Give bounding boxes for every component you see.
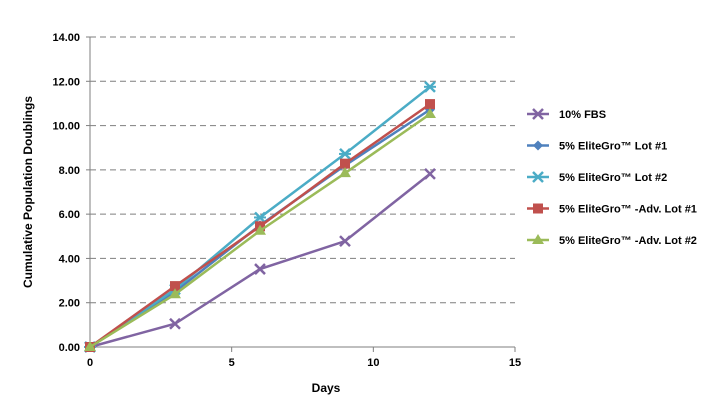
data-point-0-4 bbox=[424, 167, 436, 180]
x-axis-title: Days bbox=[312, 381, 341, 395]
data-point-3-3 bbox=[340, 158, 350, 169]
legend-item-3: 5% EliteGro™ -Adv. Lot #1 bbox=[527, 203, 697, 216]
series-line-0 bbox=[89, 172, 431, 349]
data-point-3-4 bbox=[425, 99, 435, 110]
y-axis-title: Cumulative Population Doublings bbox=[21, 96, 35, 288]
legend-item-4: 5% EliteGro™ -Adv. Lot #2 bbox=[527, 234, 697, 247]
data-point-0-3 bbox=[339, 235, 351, 248]
x-tick-label-1: 5 bbox=[229, 357, 235, 369]
axes: 0.00 2.00 4.00 6.00 8.00 10.00 12.00 14.00 0 5 10 1… bbox=[52, 32, 521, 369]
x-tick-label-3: 15 bbox=[509, 357, 521, 369]
legend-label-1: 5% EliteGro™ Lot #1 bbox=[559, 141, 667, 153]
series-0 bbox=[84, 167, 436, 353]
legend-label-2: 5% EliteGro™ Lot #2 bbox=[559, 172, 667, 184]
legend-label-3: 5% EliteGro™ -Adv. Lot #1 bbox=[559, 204, 697, 216]
data-point-4-2 bbox=[254, 224, 266, 235]
data-point-3-1 bbox=[170, 281, 180, 292]
data-point-4-3 bbox=[339, 167, 351, 178]
data-point-4-4 bbox=[424, 108, 436, 119]
series-4 bbox=[84, 108, 436, 351]
data-point-4-1 bbox=[169, 288, 181, 299]
legend-item-1: 5% EliteGro™ Lot #1 bbox=[527, 140, 667, 153]
legend-marker-0 bbox=[532, 108, 544, 120]
legend-label-0: 10% FBS bbox=[559, 109, 606, 121]
data-point-2-3 bbox=[339, 148, 351, 160]
y-tick-label-5: 10.00 bbox=[52, 121, 80, 133]
x-tick-label-0: 0 bbox=[87, 357, 93, 369]
data-point-0-2 bbox=[254, 263, 266, 275]
y-tick-label-6: 12.00 bbox=[52, 76, 80, 88]
x-tick-label-2: 10 bbox=[367, 357, 379, 369]
y-tick-label-7: 14.00 bbox=[52, 32, 80, 44]
legend-marker-1 bbox=[533, 140, 543, 151]
legend-marker-4 bbox=[532, 234, 544, 244]
y-tick-label-0: 0.00 bbox=[59, 342, 80, 354]
y-tick-label-1: 2.00 bbox=[59, 298, 80, 310]
gridlines bbox=[90, 36, 515, 304]
series-lines bbox=[84, 80, 436, 353]
y-tick-label-2: 4.00 bbox=[59, 253, 80, 265]
data-point-0-1 bbox=[169, 317, 181, 330]
data-point-2-2 bbox=[254, 211, 266, 224]
legend-marker-2 bbox=[532, 171, 544, 183]
legend: 10% FBS 5% EliteGro™ Lot #1 5% EliteGro™ L… bbox=[527, 108, 697, 247]
data-point-4-0 bbox=[84, 341, 96, 351]
y-tick-label-3: 6.00 bbox=[59, 209, 80, 221]
series-2 bbox=[84, 80, 436, 353]
legend-label-4: 5% EliteGro™ -Adv. Lot #2 bbox=[559, 235, 697, 247]
legend-item-0: 10% FBS bbox=[527, 108, 606, 121]
data-point-2-4 bbox=[424, 80, 436, 93]
legend-marker-3 bbox=[533, 203, 543, 214]
y-tick-label-4: 8.00 bbox=[59, 165, 80, 177]
legend-item-2: 5% EliteGro™ Lot #2 bbox=[527, 171, 667, 184]
